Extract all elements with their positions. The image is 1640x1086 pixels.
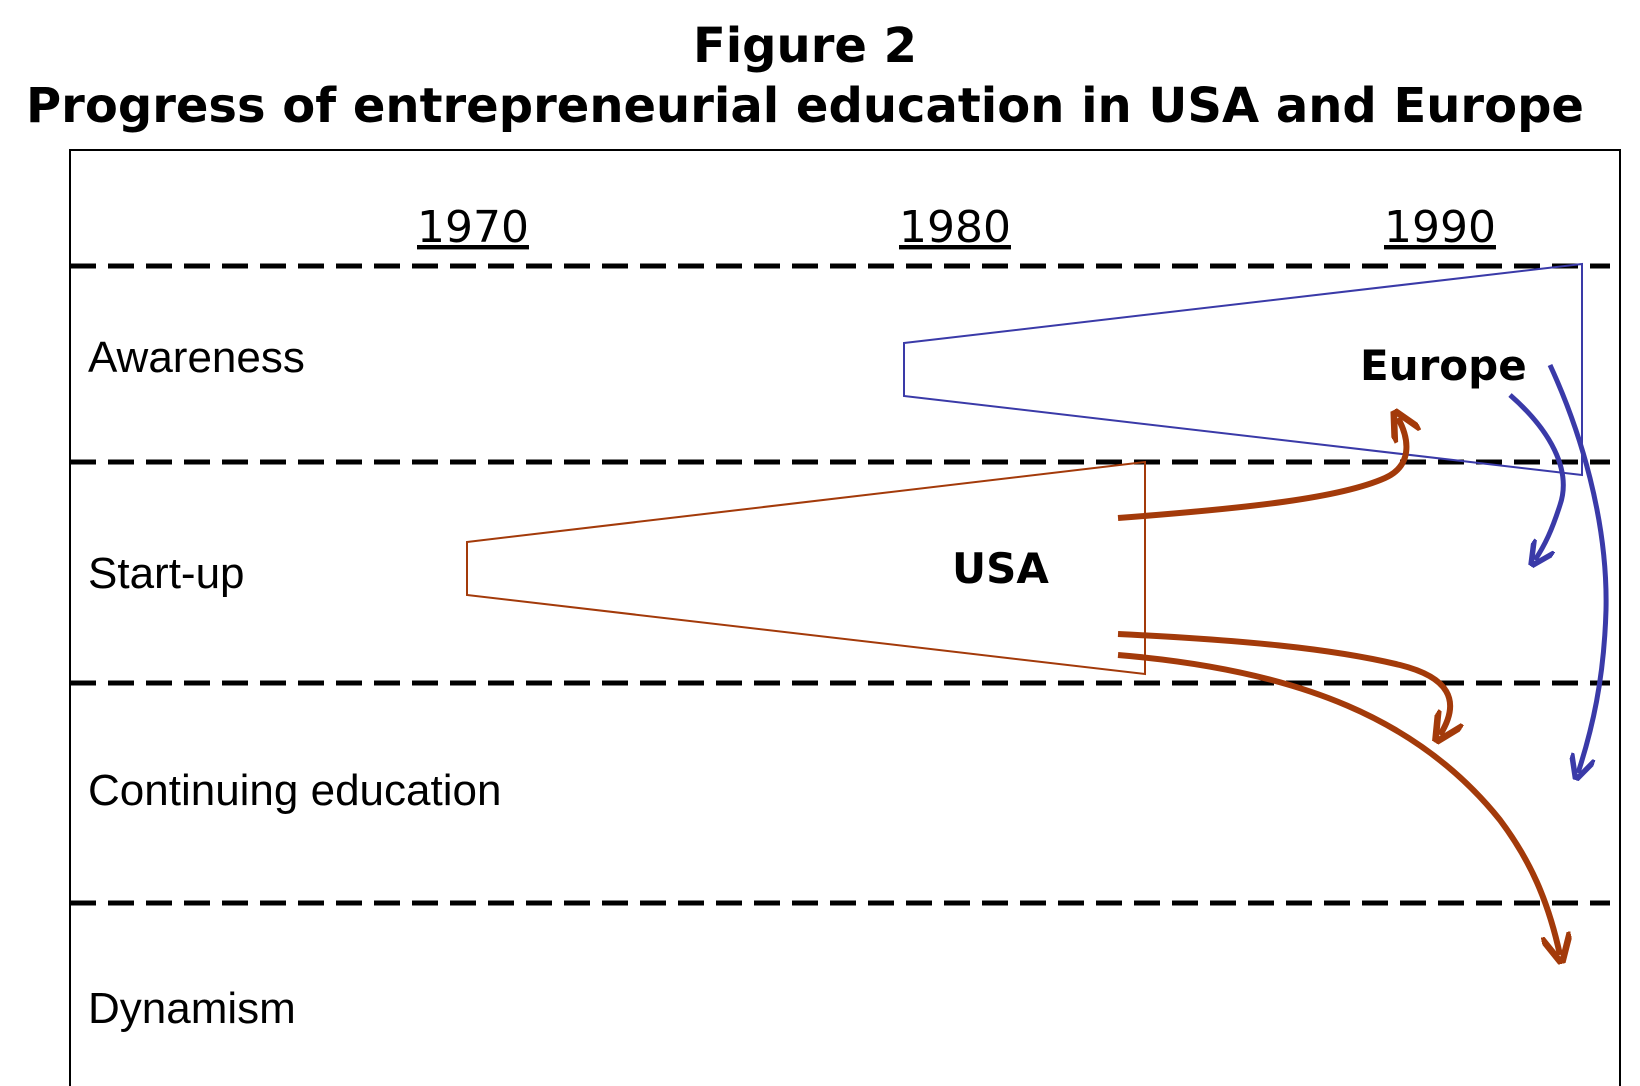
- year-label-1970: 1970: [417, 202, 529, 253]
- usa-label: USA: [952, 544, 1049, 593]
- europe-funnel: [903, 262, 1583, 477]
- stage-label-awareness: Awareness: [88, 333, 305, 382]
- diagram-frame: [69, 149, 1621, 1086]
- europe-label: Europe: [1360, 341, 1527, 390]
- figure-number: Figure 2: [692, 18, 918, 74]
- usa-arrow-to-continuing-education: [1117, 631, 1450, 735]
- year-label-1980: 1980: [899, 202, 1011, 253]
- stage-label-continuing-education: Continuing education: [88, 766, 501, 815]
- europe-arrow-to-start-up: [1508, 393, 1566, 560]
- year-label-1990: 1990: [1384, 202, 1496, 253]
- usa-arrow-to-dynamism: [1117, 652, 1560, 955]
- figure-title: Progress of entrepreneurial education in…: [26, 78, 1584, 134]
- usa-arrow-to-awareness: [1117, 418, 1406, 521]
- europe-arrow-to-continuing-education: [1547, 363, 1609, 773]
- stage-label-start-up: Start-up: [88, 549, 245, 598]
- stage-label-dynamism: Dynamism: [88, 984, 296, 1033]
- stage-dividers: [70, 263, 1610, 906]
- usa-funnel: [466, 460, 1146, 676]
